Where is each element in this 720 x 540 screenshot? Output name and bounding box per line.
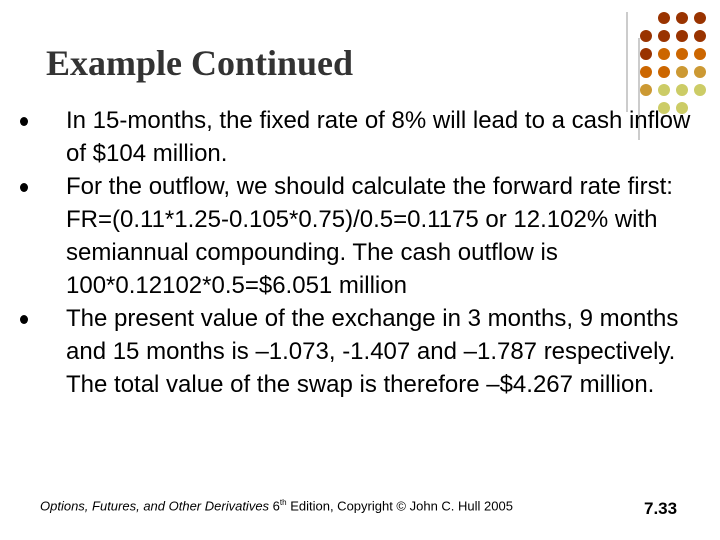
footer: Options, Futures, and Other Derivatives … — [40, 498, 513, 513]
bullet: The present value of the exchange in 3 m… — [20, 302, 694, 401]
book-title: Options, Futures, and Other Derivatives — [40, 498, 270, 514]
page-number: 7.33 — [644, 499, 678, 518]
edition-number: 6 — [272, 498, 280, 514]
copyright: Edition, Copyright © John C. Hull 2005 — [290, 498, 513, 514]
edition-suffix: th — [279, 498, 287, 507]
slide-title: Example Continued — [46, 43, 354, 83]
bullet: For the outflow, we should calculate the… — [20, 170, 694, 302]
bullet-list: In 15-months, the fixed rate of 8% will … — [20, 104, 700, 401]
bullet: In 15-months, the fixed rate of 8% will … — [20, 104, 694, 170]
